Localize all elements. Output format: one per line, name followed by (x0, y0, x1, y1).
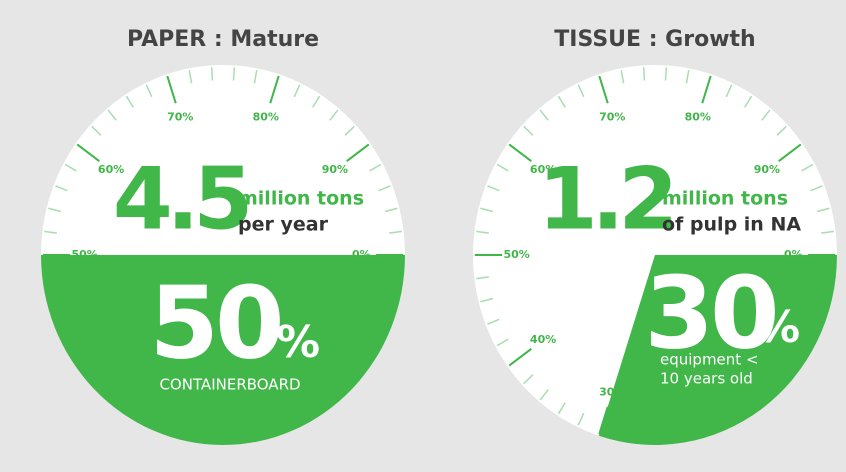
gauge-title: TISSUE : Growth (554, 27, 755, 52)
major-tick (76, 143, 100, 162)
minor-tick (384, 207, 398, 213)
value-number: 30 (644, 254, 775, 371)
minor-tick (344, 125, 355, 136)
minor-tick (539, 109, 549, 121)
minor-tick (329, 109, 339, 121)
minor-tick (44, 230, 57, 234)
minor-tick (48, 207, 62, 213)
minor-tick (821, 230, 834, 234)
minor-tick (557, 95, 566, 108)
minor-tick (496, 163, 509, 172)
major-tick (269, 75, 280, 104)
tick-label: 80% (685, 111, 711, 124)
tick-label: 60% (530, 163, 556, 176)
minor-tick (293, 84, 301, 98)
tick-label: 50% (504, 248, 530, 261)
minor-tick (744, 95, 753, 108)
minor-tick (232, 67, 236, 81)
minor-tick (523, 125, 534, 136)
minor-tick (145, 84, 153, 98)
minor-tick (577, 412, 585, 426)
minor-tick (685, 70, 690, 84)
minor-tick (91, 125, 102, 136)
headline-text: million tons (238, 188, 364, 210)
minor-tick (725, 84, 733, 98)
value-unit: % (276, 317, 320, 368)
gauge-fill (598, 255, 837, 445)
headline-number: 4.5 (113, 149, 248, 249)
major-tick (778, 143, 802, 162)
minor-tick (312, 95, 321, 108)
minor-tick (539, 389, 549, 401)
minor-tick (810, 185, 823, 192)
major-tick (508, 143, 532, 162)
minor-tick (664, 67, 668, 81)
minor-tick (480, 207, 494, 213)
major-tick (166, 75, 177, 104)
minor-tick (816, 207, 830, 213)
tick-label: 70% (167, 111, 193, 124)
minor-tick (523, 374, 534, 385)
minor-tick (476, 276, 489, 280)
minor-tick (107, 109, 117, 121)
minor-tick (620, 70, 625, 84)
headline-text: million tons (662, 188, 788, 210)
minor-tick (480, 297, 494, 303)
minor-tick (378, 185, 391, 192)
minor-tick (487, 185, 500, 192)
minor-tick (125, 95, 134, 108)
headline-number: 1.2 (538, 149, 672, 249)
minor-tick (55, 185, 68, 192)
tick-label: 60% (98, 163, 124, 176)
minor-tick (487, 318, 500, 325)
tick-label: 40% (530, 333, 556, 346)
minor-tick (369, 163, 382, 172)
major-tick (701, 75, 712, 104)
minor-tick (253, 70, 258, 84)
caption: equipment < (660, 351, 759, 369)
headline-text: of pulp in NA (662, 214, 801, 236)
value-number: 50 (149, 264, 280, 381)
headline-text: per year (238, 214, 329, 236)
minor-tick (476, 230, 489, 234)
major-tick (598, 75, 609, 104)
minor-tick (761, 109, 771, 121)
minor-tick (557, 402, 566, 415)
tick-label: 90% (322, 163, 348, 176)
major-tick (346, 143, 370, 162)
minor-tick (776, 125, 787, 136)
tick-label: 80% (253, 111, 279, 124)
value-unit: % (756, 302, 800, 353)
minor-tick (801, 163, 814, 172)
minor-tick (64, 163, 77, 172)
gauge-fill (41, 255, 405, 445)
tick-label: 90% (754, 163, 780, 176)
major-tick (508, 348, 532, 367)
minor-tick (389, 230, 402, 234)
minor-tick (210, 67, 214, 81)
tick-label: 70% (599, 111, 625, 124)
minor-tick (642, 67, 646, 81)
minor-tick (577, 84, 585, 98)
caption: 10 years old (660, 370, 753, 388)
gauge-title: PAPER : Mature (127, 27, 319, 52)
minor-tick (496, 338, 509, 347)
minor-tick (188, 70, 193, 84)
caption: CONTAINERBOARD (159, 376, 300, 394)
